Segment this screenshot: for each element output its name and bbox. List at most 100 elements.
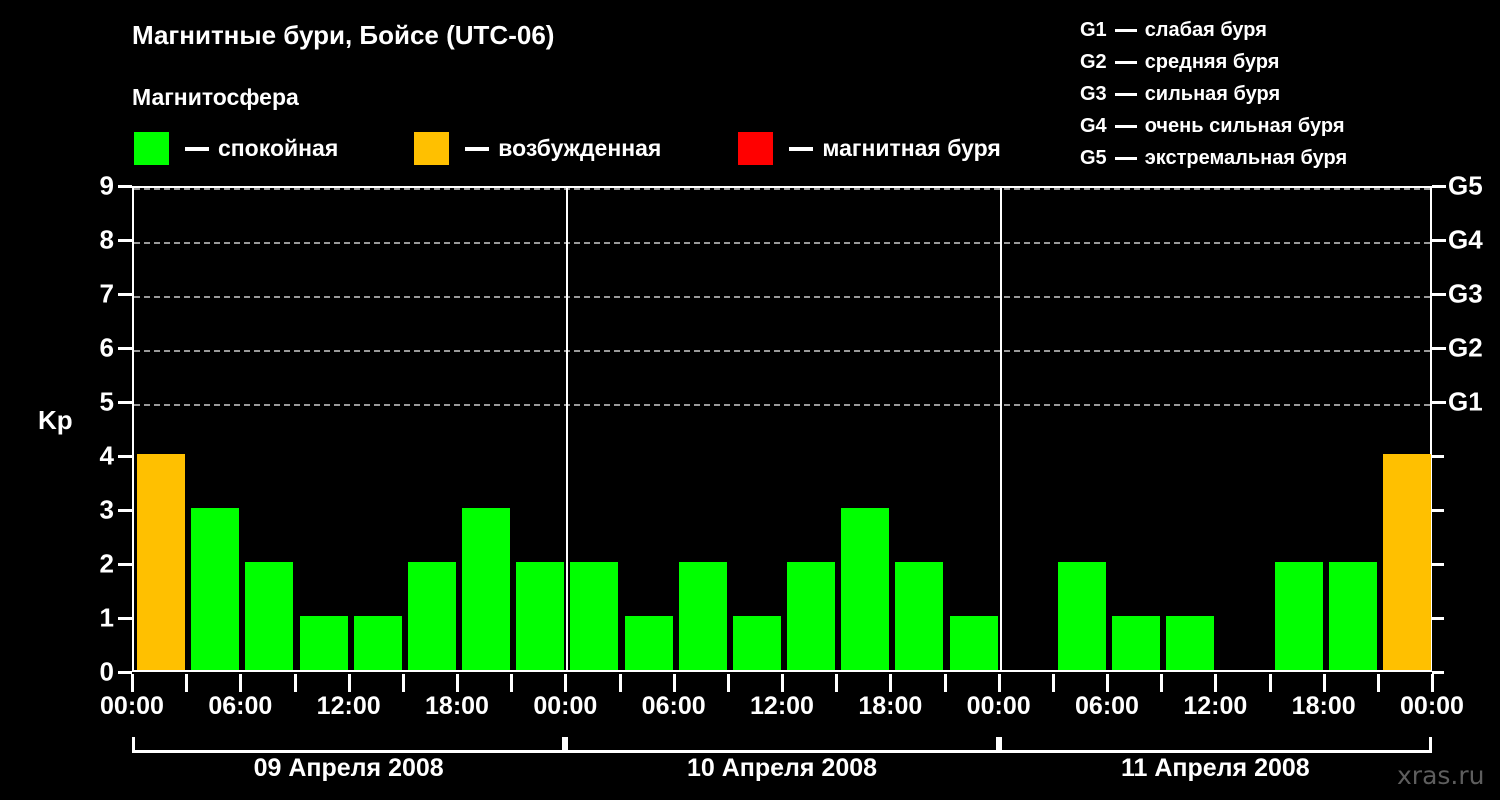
gridline xyxy=(134,350,1430,352)
gscale-dash-icon xyxy=(1114,124,1137,128)
x-axis-tick-label: 18:00 xyxy=(858,692,923,720)
page-title: Магнитные бури, Бойсе (UTC-06) xyxy=(132,20,555,50)
x-axis-tick-mark xyxy=(997,674,1001,692)
kp-bar xyxy=(407,562,456,670)
y-axis-title: Kp xyxy=(38,405,73,435)
kp-bar xyxy=(949,616,998,670)
y-axis-tick-label: 3 xyxy=(99,494,114,525)
y-axis-tick-mark xyxy=(118,185,132,188)
y-axis-tick-label: 1 xyxy=(99,602,114,633)
condition-legend-label: магнитная буря xyxy=(822,135,1001,161)
y-axis-tick-label: 0 xyxy=(99,656,114,687)
gscale-code: G5 xyxy=(1080,147,1107,169)
x-axis-tick-label: 12:00 xyxy=(1183,692,1248,720)
gridline xyxy=(134,404,1430,406)
gridline xyxy=(134,296,1430,298)
orange-square-swatch xyxy=(414,132,450,165)
magnetosphere-section-label: Магнитосфера xyxy=(132,84,299,110)
legend-dash-icon xyxy=(465,146,490,151)
y-axis-tick-label: 9 xyxy=(99,170,114,201)
gridline xyxy=(134,188,1430,190)
kp-bar xyxy=(895,562,944,670)
x-axis-tick-mark xyxy=(401,674,405,692)
g-axis-minor-tick-mark xyxy=(1432,509,1444,512)
kp-bar xyxy=(1382,454,1431,670)
y-axis-tick-mark xyxy=(118,509,132,512)
g-axis-tick-mark xyxy=(1432,293,1446,296)
y-axis-tick-label: 7 xyxy=(99,278,114,309)
condition-legend-item: спокойная xyxy=(134,132,338,165)
kp-bar xyxy=(1057,562,1106,670)
x-axis-tick-mark xyxy=(131,674,134,692)
y-axis-tick-mark xyxy=(118,617,132,620)
day-bracket xyxy=(998,737,1432,753)
x-axis-tick-label: 00:00 xyxy=(966,692,1031,720)
g-axis-tick-mark xyxy=(1432,347,1446,350)
kp-bar xyxy=(570,562,619,670)
g-axis-tick-label: G5 xyxy=(1448,170,1483,201)
y-axis-tick-mark xyxy=(118,401,132,404)
g-axis-tick-label: G3 xyxy=(1448,278,1483,309)
x-axis-tick-label: 00:00 xyxy=(533,692,598,720)
kp-bar xyxy=(624,616,673,670)
g-axis-minor-tick-mark xyxy=(1432,671,1444,674)
g-axis-tick-mark xyxy=(1432,401,1446,404)
gridline xyxy=(134,242,1430,244)
legend-dash-icon xyxy=(789,146,814,151)
gscale-dash-icon xyxy=(1114,28,1137,32)
gscale-legend-row: G1 слабая буря xyxy=(1080,14,1500,46)
kp-bar xyxy=(1166,616,1215,670)
green-square-swatch xyxy=(134,132,169,165)
g-axis-tick-mark xyxy=(1432,185,1446,188)
y-axis-tick-label: 8 xyxy=(99,224,114,255)
x-axis-tick-label: 00:00 xyxy=(100,692,164,720)
y-axis-tick-mark xyxy=(118,455,132,458)
day-bracket xyxy=(565,737,999,753)
g-axis-tick-label: G2 xyxy=(1448,332,1483,363)
watermark: xras.ru xyxy=(1397,761,1485,790)
g-axis-tick-label: G4 xyxy=(1448,224,1483,255)
g-axis-tick-mark xyxy=(1432,239,1446,242)
x-axis-tick-label: 06:00 xyxy=(1075,692,1139,720)
g-axis-tick-label: G1 xyxy=(1448,386,1483,417)
gscale-description: сильная буря xyxy=(1144,83,1281,105)
gscale-legend-row: G5 экстремальная буря xyxy=(1080,142,1500,174)
x-axis-tick-mark xyxy=(1160,674,1164,692)
kp-bar xyxy=(787,562,836,670)
y-axis-tick-label: 6 xyxy=(99,332,114,363)
day-separator xyxy=(999,188,1002,670)
kp-bar xyxy=(732,616,781,670)
gscale-dash-icon xyxy=(1114,156,1137,160)
x-axis-tick-mark xyxy=(672,674,676,692)
x-axis-tick-mark xyxy=(943,674,947,692)
gscale-legend-row: G2 средняя буря xyxy=(1080,46,1500,78)
x-axis-tick-mark xyxy=(1106,674,1109,692)
condition-legend-item: возбужденная xyxy=(414,132,661,165)
x-axis-tick-label: 06:00 xyxy=(641,692,706,720)
x-axis-tick-mark xyxy=(185,674,189,692)
gscale-code: G2 xyxy=(1080,51,1107,73)
g-axis-minor-tick-mark xyxy=(1432,617,1444,620)
kp-bar xyxy=(841,508,890,670)
x-axis-tick-mark xyxy=(456,674,459,692)
plot-inner xyxy=(134,188,1431,670)
day-label: 10 Апреля 2008 xyxy=(686,754,878,782)
kp-bar xyxy=(353,616,402,670)
condition-legend-label: возбужденная xyxy=(498,135,662,161)
y-axis-tick-label: 2 xyxy=(99,548,114,579)
x-axis-tick-mark xyxy=(1431,674,1434,692)
x-axis-tick-mark xyxy=(347,674,351,692)
kp-bar xyxy=(245,562,294,670)
y-axis-tick-mark xyxy=(118,239,132,242)
gscale-description: экстремальная буря xyxy=(1144,147,1348,169)
condition-legend-label: спокойная xyxy=(218,135,339,161)
kp-bar xyxy=(678,562,727,670)
y-axis-tick-label: 5 xyxy=(99,386,114,417)
gscale-dash-icon xyxy=(1114,60,1137,64)
day-bracket xyxy=(132,737,566,753)
x-axis-tick-mark xyxy=(510,674,514,692)
kp-bar xyxy=(191,508,240,670)
kp-bar xyxy=(516,562,565,670)
y-axis-tick-label: 4 xyxy=(99,440,114,471)
x-axis-tick-label: 00:00 xyxy=(1400,692,1464,720)
